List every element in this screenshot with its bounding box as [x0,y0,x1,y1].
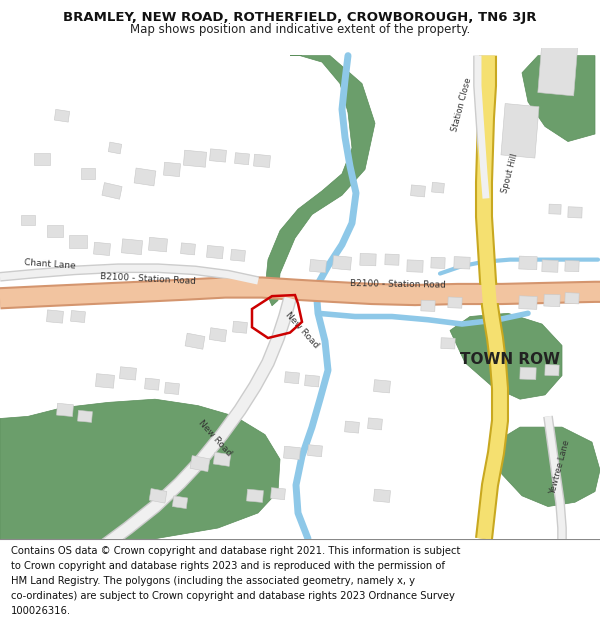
Bar [181,243,196,255]
Bar [565,292,579,304]
Bar [206,246,223,259]
Bar [109,142,122,154]
Polygon shape [0,399,280,539]
Bar [310,259,326,272]
Bar [95,374,115,388]
Text: TOWN ROW: TOWN ROW [460,352,560,367]
Bar [184,150,206,168]
Bar [519,296,537,309]
Bar [55,109,70,122]
Text: Contains OS data © Crown copyright and database right 2021. This information is : Contains OS data © Crown copyright and d… [11,546,460,556]
Text: New Road: New Road [197,418,233,457]
Bar [565,261,579,272]
Bar [21,214,35,225]
Bar [172,496,188,509]
Bar [454,257,470,269]
Bar [544,294,560,307]
Bar [305,375,319,387]
Bar [121,239,143,254]
Bar [134,168,156,186]
Bar [538,37,578,96]
Bar [332,256,352,270]
Bar [407,260,423,272]
Bar [77,411,92,422]
Bar [247,489,263,502]
Bar [542,260,558,272]
Polygon shape [265,56,375,306]
Bar [164,162,181,177]
Text: Spout Hill: Spout Hill [500,153,520,194]
Bar [545,364,559,376]
Bar [209,149,226,162]
Bar [284,372,299,384]
Bar [185,333,205,349]
Text: New Road: New Road [284,311,320,350]
Text: HM Land Registry. The polygons (including the associated geometry, namely x, y: HM Land Registry. The polygons (includin… [11,576,415,586]
Bar [164,382,179,394]
Bar [71,311,85,322]
Bar [119,367,136,380]
Bar [568,207,582,218]
Bar [235,152,250,165]
Text: co-ordinates) are subject to Crown copyright and database rights 2023 Ordnance S: co-ordinates) are subject to Crown copyr… [11,591,455,601]
Bar [385,254,399,265]
Bar [441,338,455,349]
Bar [214,452,230,466]
Text: Station Close: Station Close [451,77,473,133]
Bar [190,456,210,472]
Bar [284,446,301,459]
Bar [233,321,247,333]
Bar [47,225,63,236]
Bar [374,489,391,502]
Bar [549,204,561,214]
Bar [102,182,122,199]
Polygon shape [490,427,600,506]
Bar [308,445,322,457]
Bar [501,104,539,158]
Bar [344,421,359,433]
Bar [47,310,64,323]
Bar [34,152,50,164]
Text: Yewtree Lane: Yewtree Lane [548,439,572,495]
Polygon shape [450,313,562,399]
Bar [149,489,167,503]
Bar [431,182,445,193]
Polygon shape [522,56,595,141]
Text: to Crown copyright and database rights 2023 and is reproduced with the permissio: to Crown copyright and database rights 2… [11,561,445,571]
Text: BRAMLEY, NEW ROAD, ROTHERFIELD, CROWBOROUGH, TN6 3JR: BRAMLEY, NEW ROAD, ROTHERFIELD, CROWBORO… [63,11,537,24]
Bar [230,249,245,261]
Text: 100026316.: 100026316. [11,606,71,616]
Bar [448,297,462,308]
Bar [374,379,391,393]
Bar [81,168,95,179]
Bar [360,253,376,266]
Bar [254,154,271,168]
Bar [149,238,167,252]
Bar [431,258,445,269]
Text: Chant Lane: Chant Lane [24,258,76,270]
Text: Map shows position and indicative extent of the property.: Map shows position and indicative extent… [130,23,470,36]
Bar [271,488,286,499]
Bar [145,378,160,390]
Bar [410,185,425,197]
Bar [69,235,87,248]
Text: B2100 - Station Road: B2100 - Station Road [100,272,196,286]
Bar [94,242,110,256]
Bar [368,418,382,430]
Bar [520,368,536,379]
Bar [209,328,227,342]
Bar [421,300,435,311]
Bar [56,403,73,416]
Bar [519,256,537,269]
Text: B2100 - Station Road: B2100 - Station Road [350,279,446,289]
